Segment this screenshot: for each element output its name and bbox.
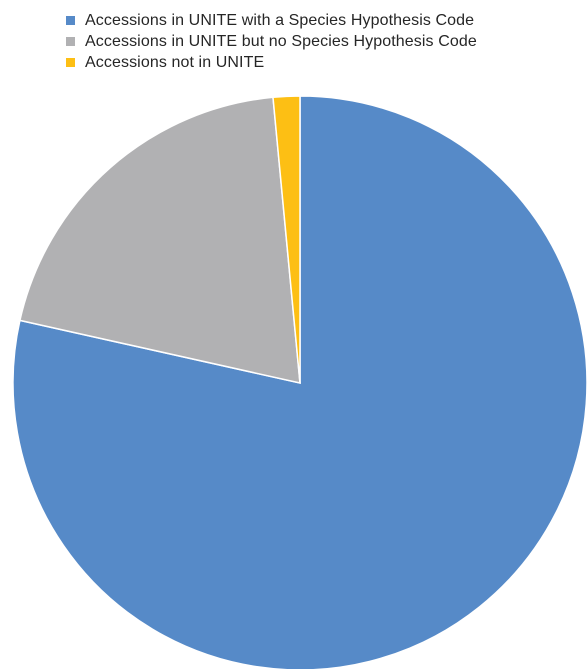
legend-label: Accessions in UNITE but no Species Hypot… — [85, 32, 477, 50]
chart-legend: Accessions in UNITE with a Species Hypot… — [66, 10, 581, 73]
legend-item-not-in-unite: Accessions not in UNITE — [66, 52, 581, 73]
legend-item-with-sh-code: Accessions in UNITE with a Species Hypot… — [66, 10, 581, 31]
legend-label: Accessions not in UNITE — [85, 53, 265, 71]
legend-swatch — [66, 16, 75, 25]
legend-swatch — [66, 58, 75, 67]
legend-item-no-sh-code: Accessions in UNITE but no Species Hypot… — [66, 31, 581, 52]
legend-swatch — [66, 37, 75, 46]
pie-slice-no-sh-code — [19, 96, 301, 384]
legend-label: Accessions in UNITE with a Species Hypot… — [85, 11, 475, 29]
pie-slice-not-in-unite — [272, 95, 301, 384]
